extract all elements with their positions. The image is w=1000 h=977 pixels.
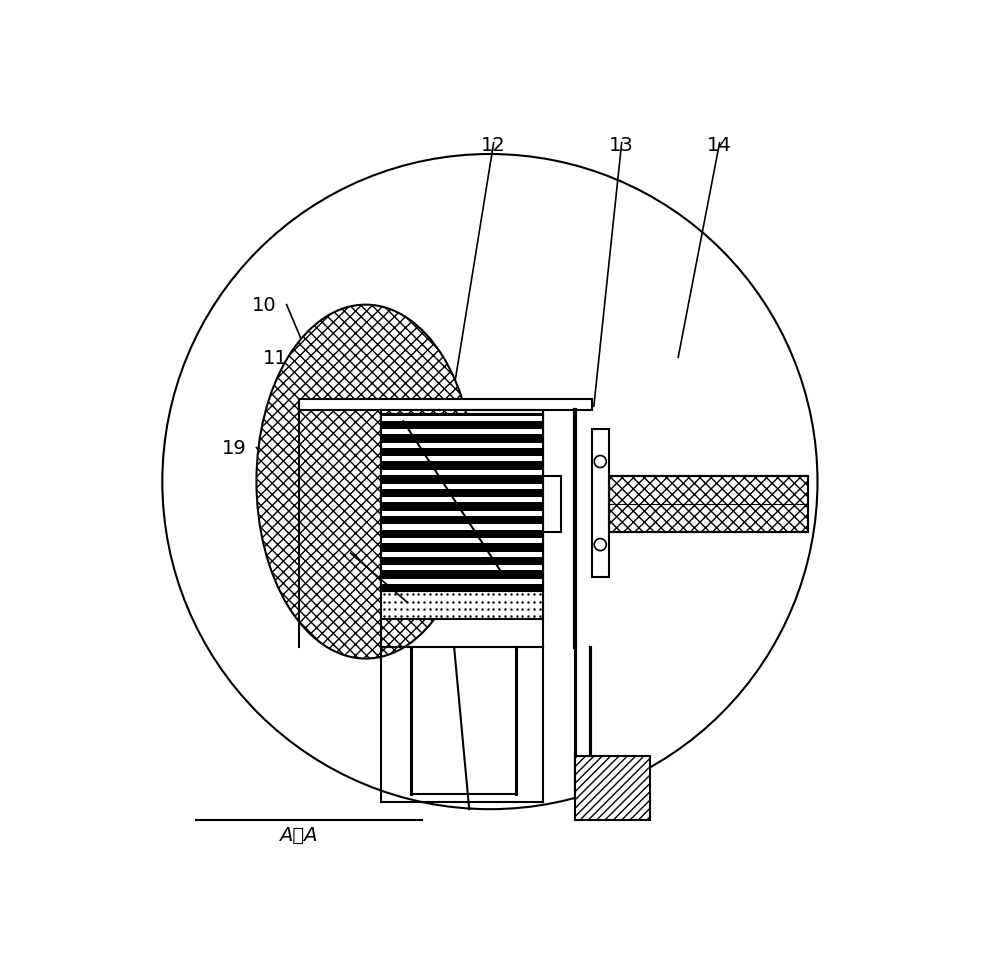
Bar: [381, 484, 543, 489]
Bar: [381, 457, 543, 462]
Text: 19: 19: [221, 439, 246, 458]
Bar: [381, 414, 543, 591]
Bar: [381, 538, 543, 543]
Bar: [381, 497, 543, 503]
Bar: [381, 414, 543, 591]
Bar: [609, 476, 808, 532]
Bar: [609, 476, 808, 532]
Text: A－A: A－A: [279, 825, 317, 844]
Bar: [543, 476, 561, 532]
Text: 11: 11: [263, 349, 288, 367]
Bar: [381, 444, 543, 448]
Text: 12: 12: [481, 136, 506, 155]
Bar: [381, 579, 543, 584]
Bar: [609, 476, 808, 532]
Bar: [381, 416, 543, 421]
Bar: [381, 591, 543, 619]
Text: 10: 10: [252, 296, 276, 315]
Bar: [381, 430, 543, 435]
Bar: [381, 566, 543, 571]
Bar: [575, 756, 650, 821]
Bar: [592, 430, 609, 577]
Text: 13: 13: [609, 136, 634, 155]
Bar: [381, 511, 543, 517]
Bar: [381, 471, 543, 476]
Bar: [381, 525, 543, 530]
Text: 14: 14: [707, 136, 732, 155]
Bar: [381, 552, 543, 557]
Bar: [299, 400, 592, 410]
Ellipse shape: [256, 305, 475, 658]
